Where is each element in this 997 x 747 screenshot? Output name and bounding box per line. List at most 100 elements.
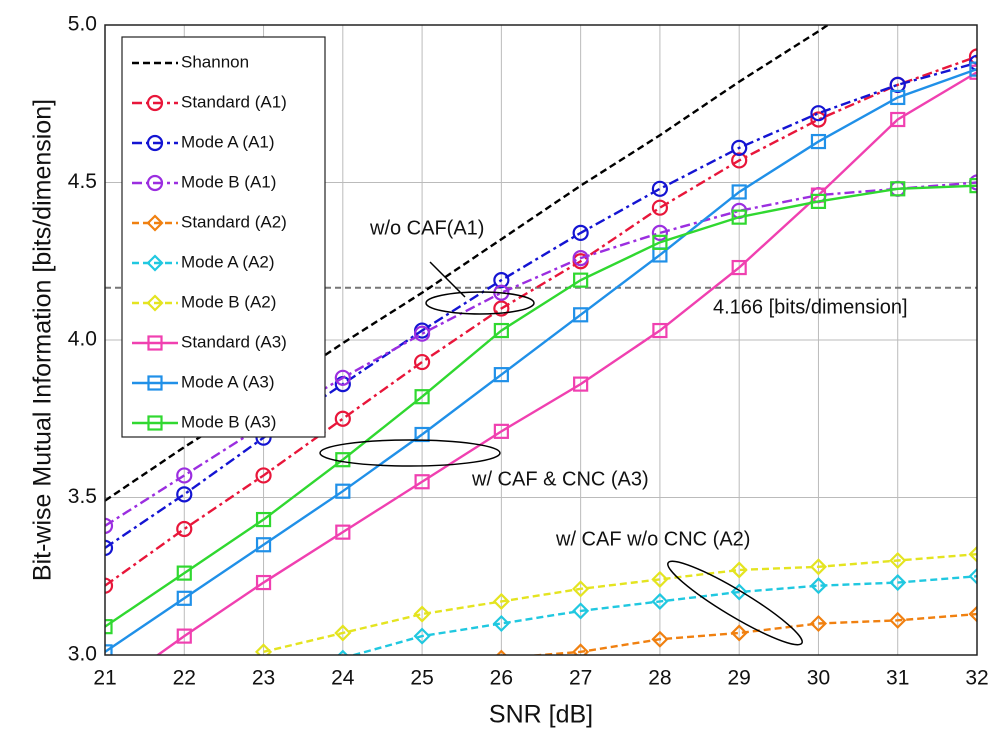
y-tick-label: 3.0 bbox=[68, 643, 97, 666]
annotation-pointer bbox=[429, 261, 466, 298]
legend-marker bbox=[146, 294, 164, 312]
marker bbox=[572, 602, 590, 620]
marker bbox=[413, 325, 431, 342]
marker bbox=[105, 644, 113, 655]
marker bbox=[573, 307, 589, 323]
marker bbox=[731, 209, 747, 225]
marker bbox=[334, 369, 351, 386]
grid: 21 22 23 24 25 26 27 28 29 30 31 32 3.0 3.5 4.0 4.5 5.0 bbox=[68, 13, 989, 690]
marker bbox=[810, 133, 827, 150]
marker bbox=[651, 630, 669, 648]
series-line bbox=[105, 67, 977, 653]
marker bbox=[651, 570, 669, 588]
marker bbox=[730, 561, 748, 579]
marker bbox=[731, 259, 747, 276]
annotation-ellipse bbox=[667, 560, 803, 646]
marker bbox=[414, 426, 430, 443]
marker bbox=[105, 539, 114, 556]
y-axis-label: Bit-wise Mutual Information [bits/dimens… bbox=[29, 99, 57, 581]
marker bbox=[969, 178, 977, 194]
marker bbox=[810, 193, 827, 209]
marker bbox=[968, 605, 977, 623]
series-line bbox=[105, 25, 830, 502]
marker bbox=[492, 614, 510, 633]
marker bbox=[890, 89, 906, 106]
marker bbox=[335, 524, 351, 540]
marker bbox=[810, 111, 827, 128]
legend-label: Mode A (A1) bbox=[181, 132, 275, 151]
marker bbox=[335, 452, 351, 468]
marker bbox=[335, 483, 351, 499]
marker bbox=[105, 619, 113, 635]
series-line bbox=[105, 184, 977, 628]
series-line bbox=[105, 55, 977, 587]
marker bbox=[651, 592, 669, 611]
x-tick-label: 22 bbox=[173, 667, 196, 690]
x-tick-label: 28 bbox=[648, 667, 671, 690]
plot-area bbox=[105, 25, 977, 655]
legend-marker bbox=[146, 214, 164, 232]
marker bbox=[651, 224, 669, 241]
plot-frame bbox=[104, 24, 978, 656]
x-tick-label: 29 bbox=[728, 667, 751, 690]
legend-label: Mode B (A1) bbox=[181, 172, 276, 191]
marker bbox=[493, 300, 510, 317]
marker bbox=[105, 517, 114, 534]
marker bbox=[176, 486, 193, 503]
x-tick-label: 24 bbox=[331, 667, 355, 690]
marker bbox=[413, 627, 431, 645]
x-tick-label: 30 bbox=[807, 667, 830, 690]
legend-label: Standard (A1) bbox=[181, 92, 287, 111]
legend-marker bbox=[147, 415, 163, 431]
annotation: w/o CAF(A1) bbox=[369, 217, 484, 239]
legend-label: Standard (A2) bbox=[181, 212, 287, 231]
legend-marker bbox=[146, 174, 164, 192]
marker bbox=[731, 139, 748, 156]
marker bbox=[255, 511, 272, 528]
legend-label: Shannon bbox=[181, 52, 249, 71]
y-tick-label: 4.5 bbox=[68, 170, 97, 193]
marker bbox=[493, 322, 509, 339]
series-line bbox=[349, 575, 977, 655]
marker bbox=[573, 376, 589, 392]
legend-marker bbox=[146, 254, 164, 272]
y-tick-label: 4.0 bbox=[68, 328, 97, 351]
x-tick-label: 25 bbox=[410, 667, 433, 690]
marker bbox=[573, 272, 589, 288]
marker bbox=[493, 423, 509, 439]
marker bbox=[255, 537, 272, 553]
x-axis-label: SNR [dB] bbox=[489, 701, 593, 729]
marker bbox=[572, 580, 590, 598]
marker bbox=[176, 467, 193, 484]
series-line bbox=[155, 71, 977, 655]
marker bbox=[176, 520, 193, 538]
legend-label: Mode B (A2) bbox=[181, 292, 276, 311]
marker bbox=[176, 565, 192, 581]
marker bbox=[255, 574, 272, 591]
y-tick-label: 5.0 bbox=[68, 13, 97, 36]
marker bbox=[105, 577, 114, 594]
legend-marker bbox=[147, 335, 163, 351]
marker bbox=[730, 624, 748, 642]
marker bbox=[810, 105, 827, 122]
legend-marker bbox=[147, 375, 163, 391]
series-line bbox=[525, 612, 977, 655]
marker bbox=[731, 152, 748, 169]
marker bbox=[731, 184, 747, 200]
marker bbox=[176, 628, 192, 644]
marker bbox=[652, 234, 668, 250]
annotation: w/ CAF w/o CNC (A2) bbox=[555, 528, 750, 550]
marker bbox=[572, 224, 589, 241]
marker bbox=[651, 180, 669, 197]
marker bbox=[890, 181, 906, 197]
marker bbox=[414, 474, 430, 490]
x-tick-label: 21 bbox=[93, 667, 116, 690]
marker bbox=[413, 353, 431, 371]
x-tick-label: 27 bbox=[569, 667, 592, 690]
marker bbox=[493, 367, 509, 383]
marker bbox=[730, 583, 748, 601]
x-tick-label: 26 bbox=[490, 667, 513, 690]
marker bbox=[176, 590, 192, 606]
marker bbox=[889, 551, 907, 570]
legend-marker bbox=[146, 94, 164, 112]
